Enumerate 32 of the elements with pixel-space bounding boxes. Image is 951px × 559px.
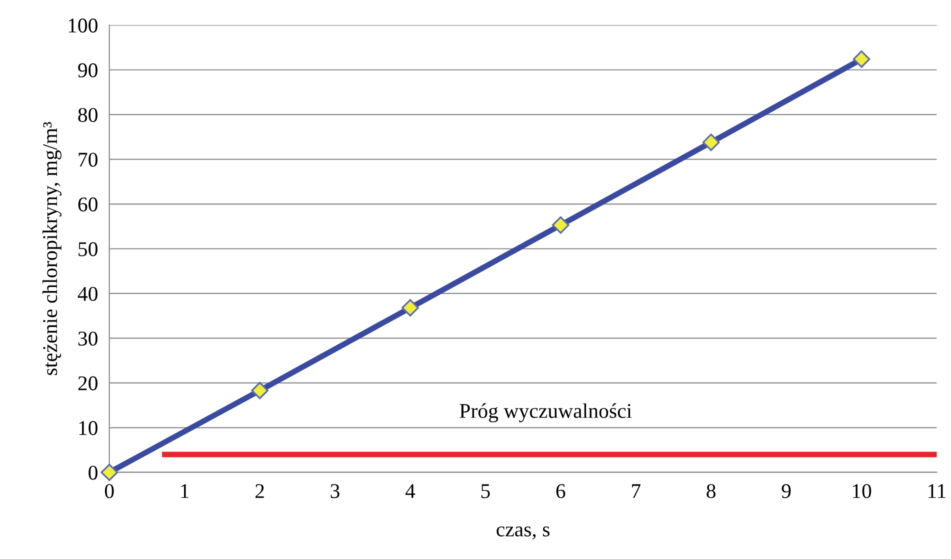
y-tick-label: 60 [78, 197, 98, 212]
x-tick-label: 6 [556, 484, 566, 498]
y-tick-label: 100 [68, 18, 98, 33]
x-tick-label: 10 [852, 484, 872, 498]
annotation: Próg wyczuwalności [460, 403, 632, 422]
y-tick-label: 50 [78, 242, 98, 256]
y-axis-title: stężenie chloropikryny, mg/m³ [42, 122, 62, 376]
x-tick-label: 7 [632, 484, 640, 498]
y-tick-label: 80 [78, 108, 98, 122]
y-tick-label: 20 [78, 376, 98, 390]
y-tick-label: 90 [78, 63, 98, 78]
x-tick-label: 0 [104, 484, 114, 498]
point [702, 134, 720, 152]
point [552, 216, 570, 234]
x-tick-label: 5 [481, 484, 490, 498]
x-tick-label: 4 [405, 484, 416, 498]
x-tick-label: 11 [928, 484, 946, 498]
x-tick-label: 9 [782, 484, 791, 498]
point [100, 464, 118, 482]
point [402, 299, 419, 316]
y-tick-label: 30 [78, 332, 98, 346]
y-tick-label: 0 [88, 466, 98, 480]
point [251, 382, 268, 400]
y-tick-label: 10 [79, 421, 98, 436]
point [852, 50, 870, 68]
x-tick-label: 3 [330, 484, 340, 498]
x-tick-label: 2 [256, 484, 264, 498]
x-tick-label: 8 [706, 484, 716, 498]
x-tick-label: 1 [181, 484, 189, 498]
y-tick-label: 70 [78, 152, 98, 167]
y-tick-label: 40 [78, 286, 98, 301]
x-axis-title: czas, s [496, 526, 550, 540]
